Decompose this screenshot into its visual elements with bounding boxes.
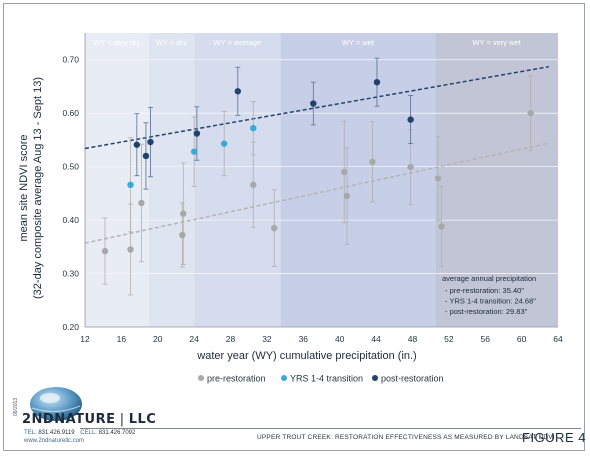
tick-labels: 0.20 0.30 0.40 0.50 0.60 0.70 12 16 20 24 28 32 36 40… xyxy=(62,55,563,344)
y-axis-label-line1: mean site NDVI score xyxy=(18,135,30,242)
point-0-4 xyxy=(179,231,186,239)
wy-band-label-1: WY = dry xyxy=(156,38,187,47)
globe-logo xyxy=(30,387,82,421)
tel-label: TEL: xyxy=(24,430,37,436)
company-name-right: LLC xyxy=(128,412,157,427)
point-0-13 xyxy=(527,109,534,117)
x-tick-label-6: 36 xyxy=(299,334,309,344)
annotation-box: average annual precipitation - pre-restor… xyxy=(442,274,536,316)
x-tick-label-0: 12 xyxy=(80,334,90,344)
x-tick-label-13: 64 xyxy=(553,334,563,344)
wy-band-label-4: WY = very wet xyxy=(472,38,521,47)
point-2-0 xyxy=(133,141,141,148)
figure-frame xyxy=(3,3,585,451)
wy-band-3 xyxy=(280,33,436,327)
point-2-2 xyxy=(147,138,154,146)
point-2-3 xyxy=(193,130,201,137)
legend: pre-restoration YRS 1-4 transition post-re… xyxy=(198,374,444,384)
y-tick-label-5: 0.70 xyxy=(62,55,79,65)
point-2-1 xyxy=(142,152,150,160)
y-tick-label-2: 0.40 xyxy=(62,215,79,225)
trend-line-0 xyxy=(84,142,550,244)
tel-number: 831.426.9119 xyxy=(38,430,75,436)
wy-bands: WY = very dry WY = dry WY = average WY = we… xyxy=(85,33,558,327)
point-0-8 xyxy=(343,192,351,200)
annotation-line-2: - post-restoration: 29.83" xyxy=(445,307,528,316)
annotation-title: average annual precipitation xyxy=(442,274,536,283)
x-axis-label: water year (WY) cumulative precipitation… xyxy=(196,350,416,362)
company-name: 2NDNATURE | LLC xyxy=(22,412,157,427)
website[interactable]: www.2ndnaturellc.com xyxy=(24,438,85,444)
point-0-0 xyxy=(101,247,109,255)
point-0-3 xyxy=(180,210,187,217)
x-tick-label-9: 48 xyxy=(408,334,418,344)
x-tick-label-8: 44 xyxy=(371,334,381,344)
legend-label-2: post-restoration xyxy=(381,374,444,384)
wy-band-label-0: WY = very dry xyxy=(93,38,140,47)
wy-band-4 xyxy=(435,33,558,327)
trend-line-1 xyxy=(84,65,550,150)
point-0-7 xyxy=(341,168,348,176)
x-tick-label-2: 20 xyxy=(153,334,163,344)
point-0-11 xyxy=(434,175,442,182)
axes xyxy=(84,33,558,328)
point-1-0 xyxy=(127,181,134,189)
document-id: 09/2013 xyxy=(13,397,19,416)
data-points xyxy=(101,78,534,255)
legend-label-0: pre-restoration xyxy=(207,374,266,384)
x-tick-label-7: 40 xyxy=(335,334,345,344)
x-tick-label-3: 24 xyxy=(189,334,199,344)
x-tick-label-12: 60 xyxy=(517,334,527,344)
point-2-6 xyxy=(373,78,381,86)
legend-marker-1 xyxy=(281,375,287,381)
annotation-line-1: - YRS 1-4 transition: 24.68" xyxy=(445,297,536,306)
figure-caption: UPPER TROUT CREEK: RESTORATION EFFECTIVE… xyxy=(257,434,555,441)
trend-lines xyxy=(84,65,550,244)
y-tick-label-1: 0.30 xyxy=(62,269,79,279)
x-tick-label-11: 56 xyxy=(480,334,490,344)
cell-number: 831.426.7092 xyxy=(98,430,136,436)
wy-band-0 xyxy=(85,33,149,327)
x-tick-label-10: 52 xyxy=(444,334,454,344)
x-tick-label-1: 16 xyxy=(117,334,127,344)
point-2-4 xyxy=(234,88,242,95)
legend-label-1: YRS 1-4 transition xyxy=(290,374,363,384)
cell-label: CELL: xyxy=(80,430,97,436)
point-2-7 xyxy=(407,116,414,123)
point-0-12 xyxy=(438,223,445,230)
point-0-1 xyxy=(127,246,134,253)
x-tick-label-5: 32 xyxy=(262,334,272,344)
footer-rule xyxy=(80,428,581,429)
annotation-line-0: - pre-restoration: 35.40" xyxy=(445,286,524,295)
wy-band-label-3: WY = wet xyxy=(342,38,375,47)
company-name-left: 2NDNATURE xyxy=(22,412,116,427)
point-0-10 xyxy=(407,163,414,171)
y-tick-label-3: 0.50 xyxy=(62,162,79,172)
figure-number: FIGURE 4 xyxy=(522,430,586,445)
point-0-6 xyxy=(271,224,278,232)
point-0-2 xyxy=(138,199,145,207)
wy-band-label-2: WY = average xyxy=(214,38,262,47)
y-tick-label-4: 0.60 xyxy=(62,108,79,118)
point-0-5 xyxy=(250,181,257,189)
y-axis-label-line2: (32-day composite average Aug 13 - Sept … xyxy=(32,77,44,299)
point-2-5 xyxy=(310,100,317,107)
legend-marker-0 xyxy=(198,375,204,381)
point-1-1 xyxy=(190,148,198,155)
wy-band-2 xyxy=(194,33,281,327)
y-tick-label-0: 0.20 xyxy=(62,322,79,332)
legend-marker-2 xyxy=(372,375,378,381)
point-0-9 xyxy=(369,158,376,166)
wy-band-1 xyxy=(148,33,195,327)
point-1-3 xyxy=(250,124,257,132)
phone-line: TEL: 831.426.9119 CELL: 831.426.7092 xyxy=(24,430,135,436)
point-1-2 xyxy=(220,140,228,147)
x-tick-label-4: 28 xyxy=(226,334,236,344)
